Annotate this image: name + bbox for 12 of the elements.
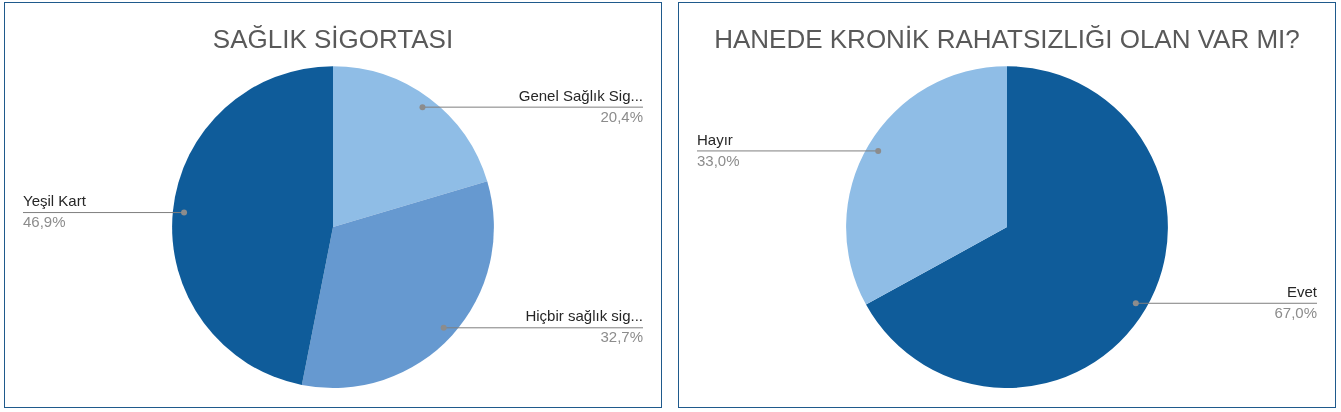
slice-label: Hayır	[697, 130, 733, 148]
slice-label: Hiçbir sağlık sig...	[525, 307, 643, 325]
data-label: 46,9%	[23, 213, 66, 231]
slice-label: Evet	[1286, 282, 1318, 300]
data-label: 32,7%	[600, 328, 643, 346]
slice-label: Yeşil Kart	[23, 192, 87, 210]
data-label: 20,4%	[600, 107, 643, 125]
data-label: 67,0%	[1274, 303, 1317, 321]
slice-label: Genel Sağlık Sig...	[518, 86, 643, 104]
chart-title: SAĞLIK SİGORTASI	[212, 23, 454, 54]
chart-title: HANEDE KRONİK RAHATSIZLIĞI OLAN VAR MI?	[714, 23, 1300, 54]
data-label: 33,0%	[697, 151, 740, 169]
